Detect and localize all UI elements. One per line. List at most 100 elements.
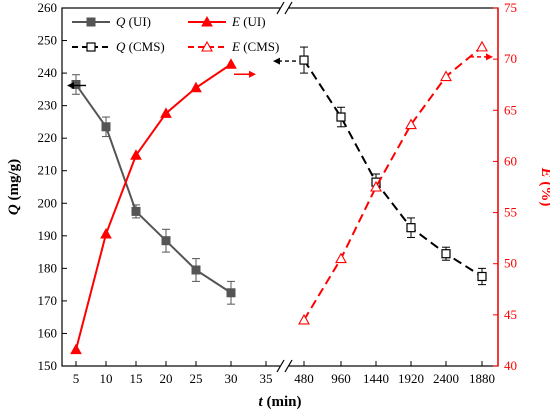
x-tick-label: 30 [225, 371, 238, 386]
data-point [190, 81, 202, 93]
right-tick-label: 55 [504, 205, 517, 220]
annotation-arrow [234, 70, 256, 78]
left-tick-label: 200 [38, 195, 58, 210]
x-tick-label: 25 [190, 371, 203, 386]
arrow-head [67, 81, 74, 89]
legend-label-suffix: (UI) [240, 14, 266, 29]
data-point [191, 265, 201, 275]
data-point [225, 58, 237, 69]
axis-break-gap [280, 4, 289, 12]
data-point [130, 149, 142, 160]
right-tick-label: 65 [504, 102, 517, 117]
x-tick-label: 15 [130, 371, 143, 386]
data-point [299, 55, 309, 65]
data-point [70, 343, 82, 355]
annotation-arrow [273, 57, 296, 65]
data-point [100, 228, 112, 239]
y-axis-left-title: Q (mg/g) [6, 159, 22, 215]
x-tick-label: 1920 [398, 371, 424, 386]
right-tick-label: 70 [504, 51, 517, 66]
right-tick-label: 60 [504, 153, 517, 168]
y-axis-right-title: E (%) [538, 167, 550, 207]
data-point [476, 40, 488, 52]
left-tick-label: 250 [38, 33, 58, 48]
x-tick-label: 35 [260, 371, 273, 386]
right-tick-label: 75 [504, 0, 517, 15]
legend-label: E (CMS) [231, 39, 279, 54]
data-point [298, 313, 310, 325]
data-point [405, 118, 417, 130]
x-tick-label: 5 [73, 371, 80, 386]
x-tick-label: 2400 [433, 371, 459, 386]
left-tick-label: 180 [38, 260, 58, 275]
data-point [160, 107, 172, 118]
legend-label-suffix: (UI) [125, 14, 151, 29]
x-axis-var: t [259, 394, 264, 410]
legend-label-suffix: (CMS) [125, 39, 164, 54]
left-tick-label: 260 [38, 0, 58, 15]
axis-break-slash [276, 359, 285, 373]
legend-label-var: Q [116, 39, 126, 54]
data-point [201, 40, 213, 52]
data-point [101, 122, 111, 132]
left-tick-label: 220 [38, 130, 58, 145]
axis-break-slash [284, 359, 293, 373]
series-1 [70, 58, 237, 355]
legend-label-suffix: (CMS) [240, 39, 279, 54]
data-point [406, 223, 416, 233]
series-line [303, 59, 483, 278]
data-point [477, 271, 487, 282]
left-tick-label: 160 [38, 325, 58, 340]
legend: Q (UI) E (UI)Q (CMS) E (CMS) [72, 14, 279, 54]
right-tick-label: 50 [504, 256, 517, 271]
legend-entry: E (CMS) [188, 39, 279, 54]
annotation-layer [67, 53, 493, 89]
legend-label-var: E [231, 39, 240, 54]
left-tick-label: 170 [38, 293, 58, 308]
data-point [440, 70, 452, 82]
arrow-head [249, 70, 256, 78]
data-point [86, 17, 96, 27]
left-tick-label: 190 [38, 228, 58, 243]
series-line [75, 83, 232, 294]
legend-label-var: Q [116, 14, 126, 29]
y-axis-right-var: E [538, 167, 550, 178]
x-tick-label: 10 [100, 371, 113, 386]
annotation-arrow [67, 81, 86, 89]
legend-entry: Q (UI) [72, 14, 151, 29]
legend-entry: Q (CMS) [72, 39, 165, 54]
series-0 [71, 74, 236, 305]
right-tick-label: 40 [504, 358, 517, 373]
left-tick-label: 230 [38, 98, 58, 113]
axis-break-gap [280, 362, 289, 370]
data-point [86, 42, 96, 52]
data-point [201, 15, 213, 27]
x-axis-ticks: 5 10 15 20 25 30 35 480 960 1440 1920 2400 1880 [73, 361, 495, 386]
annotation-arrow [470, 53, 493, 61]
right-axis-ticks: 40 45 50 55 60 65 70 75 [493, 0, 517, 373]
data-point [441, 249, 451, 259]
y-axis-right-unit: (%) [538, 178, 550, 207]
legend-label: Q (CMS) [116, 39, 165, 54]
x-tick-label: 1880 [469, 371, 495, 386]
axis-break [276, 1, 293, 373]
y-axis-left-unit: (mg/g) [6, 159, 22, 204]
left-tick-label: 150 [38, 358, 58, 373]
axis-break-slash [276, 1, 285, 15]
x-tick-label: 960 [331, 371, 351, 386]
x-tick-label: 480 [294, 371, 314, 386]
series-line [75, 63, 232, 350]
y-axis-left-var: Q [6, 204, 22, 215]
left-tick-label: 240 [38, 65, 58, 80]
series-3 [298, 40, 488, 325]
series-line [303, 46, 483, 321]
left-tick-label: 210 [38, 163, 58, 178]
legend-label: Q (UI) [116, 14, 151, 29]
data-point [161, 236, 171, 246]
data-point [336, 112, 346, 122]
data-point [131, 206, 141, 216]
arrow-head [486, 53, 493, 61]
series-layer [70, 40, 488, 355]
x-axis-unit: (min) [263, 394, 302, 410]
